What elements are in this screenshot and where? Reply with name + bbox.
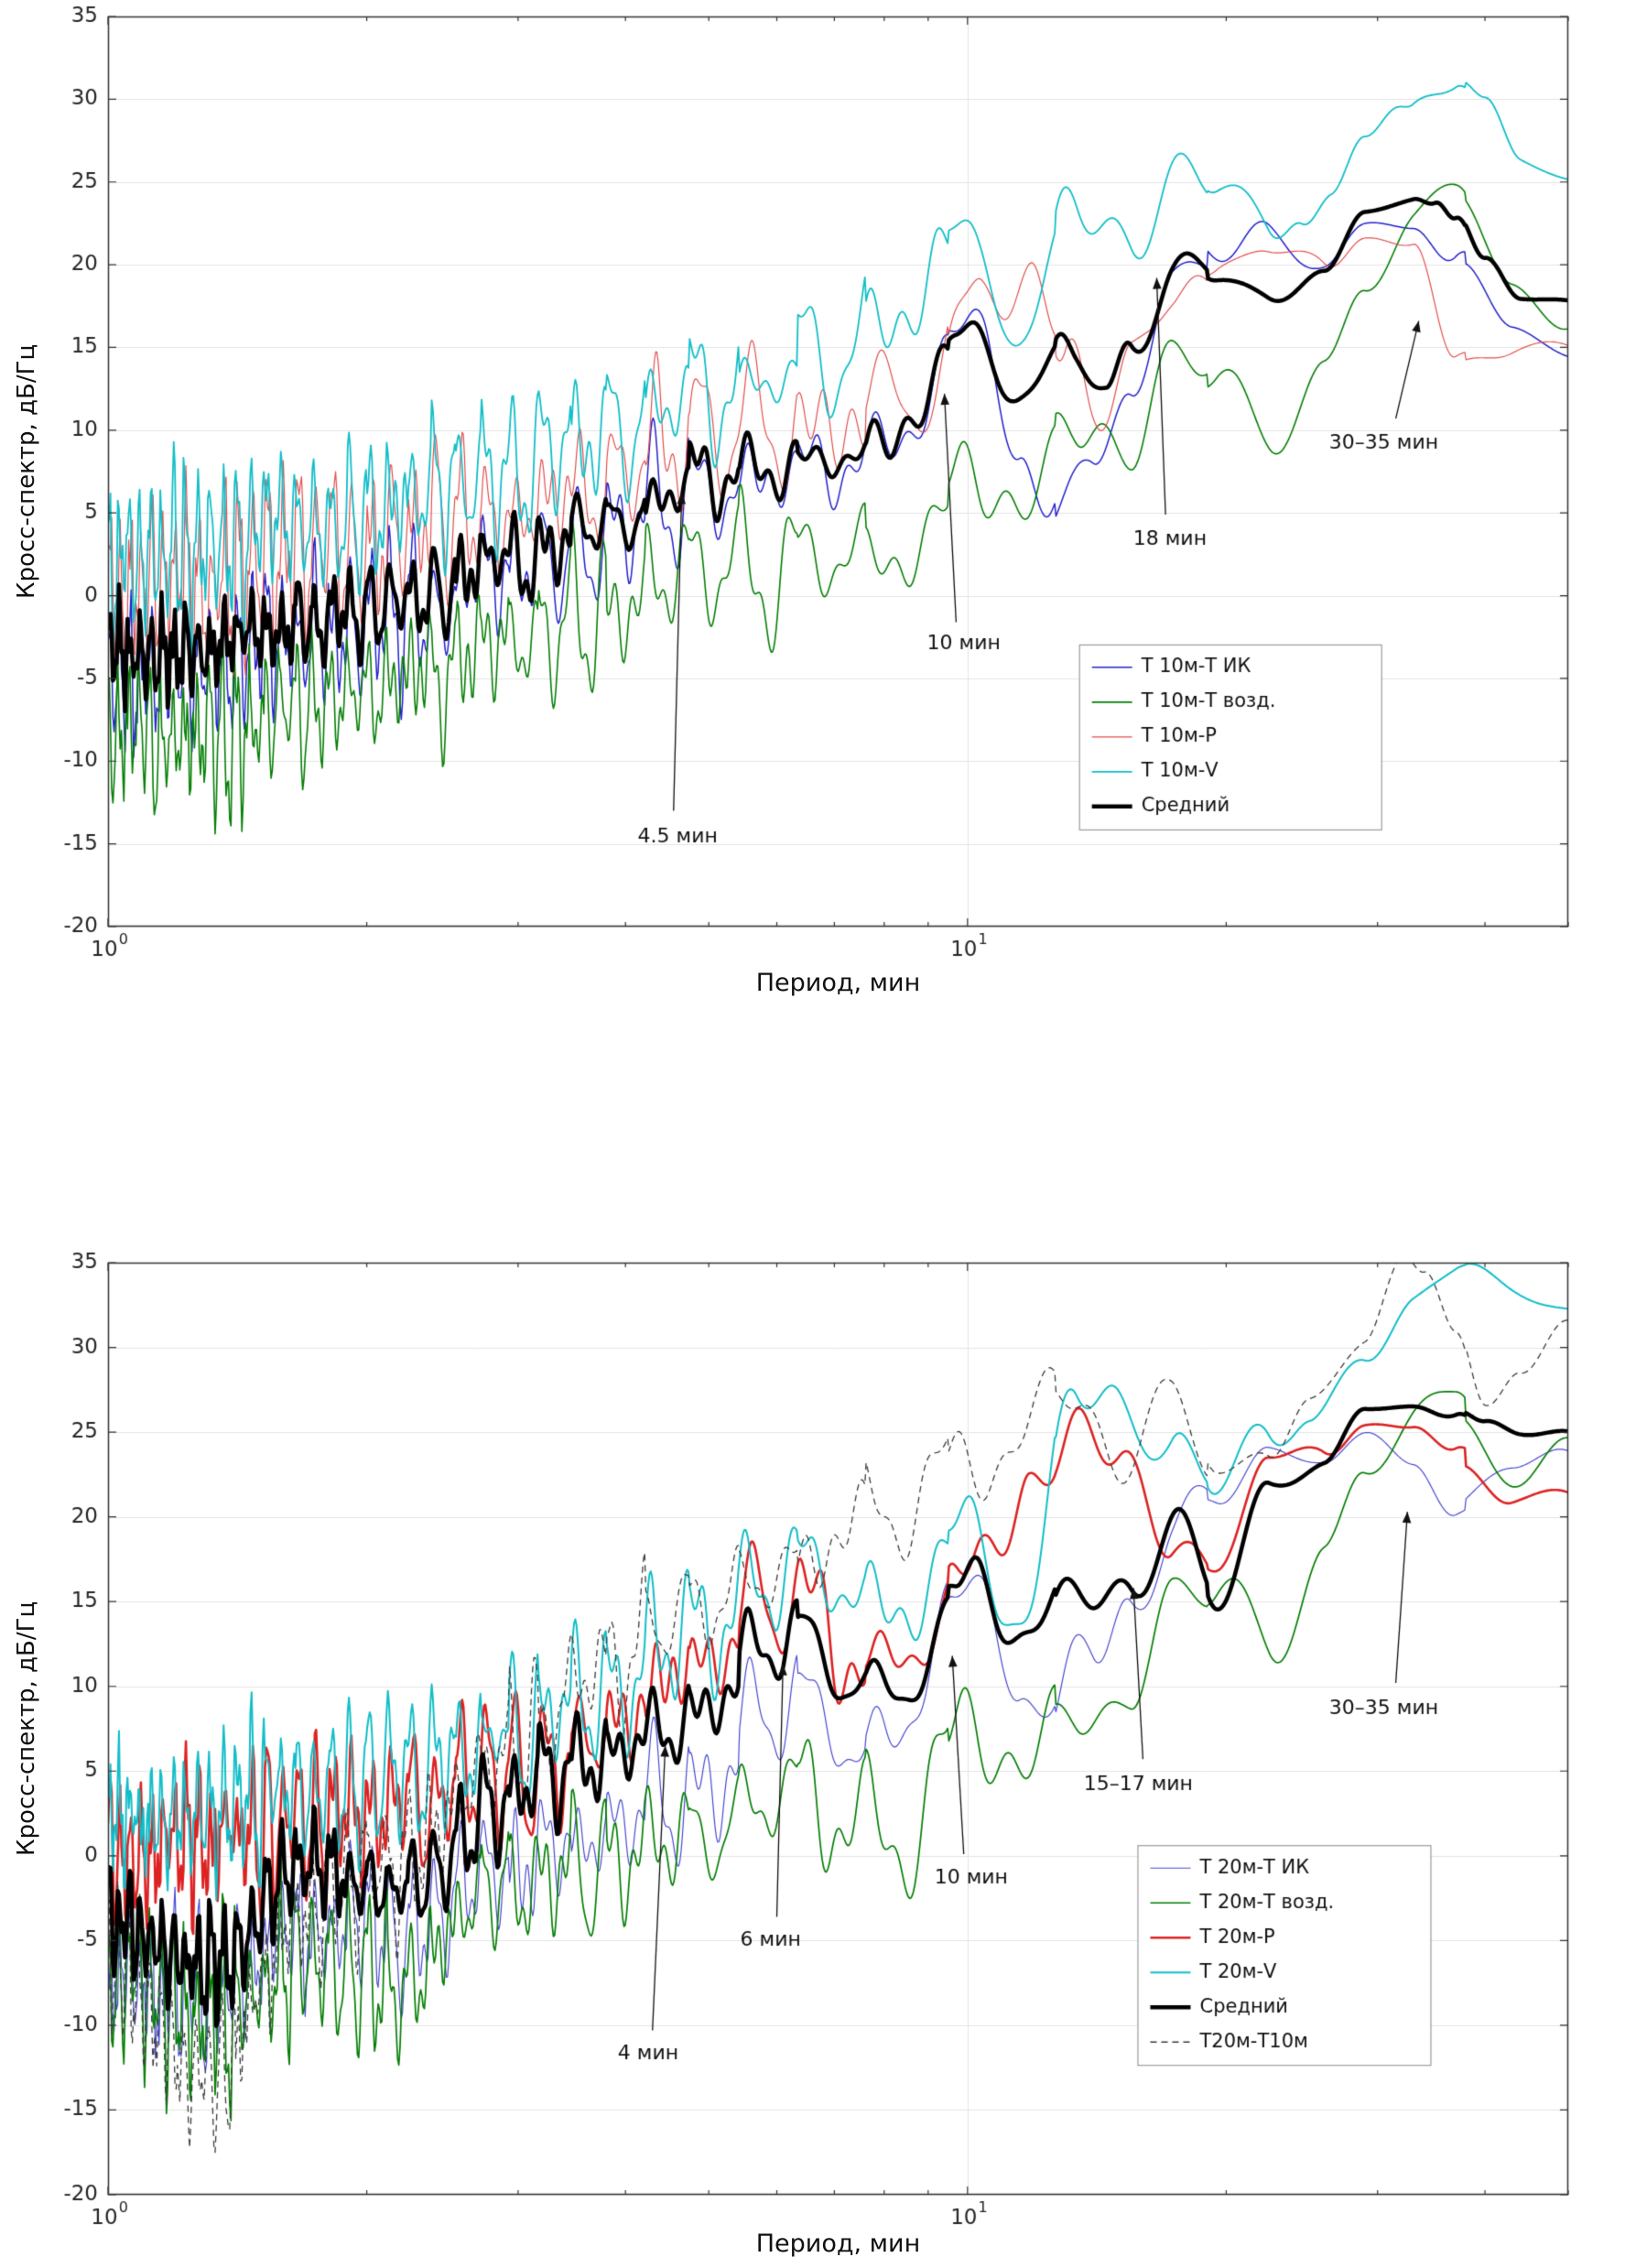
x-axis-label-20m: Период, мин — [755, 2230, 921, 2258]
cross-spectrum-panel-20m: Кросс-спектр, дБ/Гц Период, мин — [0, 1206, 1625, 2268]
cross-spectrum-panel-10m: Кросс-спектр, дБ/Гц Период, мин — [0, 0, 1625, 1062]
y-axis-label-20m: Кросс-спектр, дБ/Гц — [13, 1601, 40, 1857]
y-axis-label-10m: Кросс-спектр, дБ/Гц — [13, 343, 40, 600]
chart-canvas-20m — [0, 1206, 1625, 2268]
chart-canvas-10m — [0, 0, 1625, 1062]
x-axis-label-10m: Период, мин — [755, 969, 921, 997]
